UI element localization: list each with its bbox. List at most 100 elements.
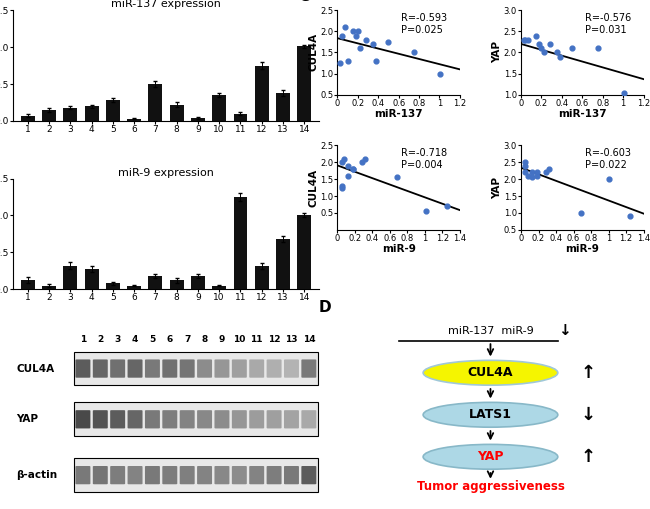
Ellipse shape [423, 360, 558, 385]
FancyBboxPatch shape [127, 466, 142, 484]
Bar [74, 403, 318, 436]
Bar [276, 239, 290, 289]
FancyBboxPatch shape [145, 466, 160, 484]
FancyBboxPatch shape [162, 466, 177, 484]
FancyBboxPatch shape [266, 410, 281, 429]
FancyBboxPatch shape [232, 466, 247, 484]
FancyBboxPatch shape [75, 466, 90, 484]
Bar [233, 197, 248, 289]
Bar [42, 110, 56, 121]
Bar [213, 95, 226, 121]
Text: 9: 9 [219, 335, 225, 344]
FancyBboxPatch shape [127, 410, 142, 429]
Point [604, 175, 615, 183]
Point [540, 168, 551, 177]
Point [532, 168, 542, 177]
FancyBboxPatch shape [179, 410, 194, 429]
Point [519, 36, 529, 44]
Text: D: D [319, 300, 332, 315]
Point [371, 57, 382, 65]
Bar [74, 352, 318, 385]
Bar [21, 116, 35, 121]
Text: β-actin: β-actin [16, 470, 57, 480]
FancyBboxPatch shape [214, 410, 229, 429]
Text: 11: 11 [250, 335, 263, 344]
FancyBboxPatch shape [145, 359, 160, 378]
Point [409, 48, 419, 56]
Point [526, 168, 537, 177]
Text: 6: 6 [166, 335, 173, 344]
Text: R=-0.593: R=-0.593 [401, 13, 447, 23]
X-axis label: miR-137: miR-137 [558, 109, 606, 119]
Text: P=0.031: P=0.031 [585, 24, 627, 35]
FancyBboxPatch shape [214, 359, 229, 378]
Text: 2: 2 [97, 335, 103, 344]
Text: Tumor aggressiveness: Tumor aggressiveness [417, 480, 564, 493]
Point [343, 57, 353, 65]
Point [538, 48, 549, 56]
Point [357, 158, 367, 166]
FancyBboxPatch shape [214, 466, 229, 484]
Bar [213, 286, 226, 289]
Point [337, 182, 347, 190]
FancyBboxPatch shape [232, 410, 247, 429]
Bar [106, 100, 120, 121]
Title: miR-137 expression: miR-137 expression [111, 0, 221, 9]
FancyBboxPatch shape [145, 410, 160, 429]
Bar [64, 107, 77, 121]
Point [575, 209, 586, 217]
Bar [21, 280, 35, 289]
FancyBboxPatch shape [111, 359, 125, 378]
Text: YAP: YAP [16, 414, 38, 425]
FancyBboxPatch shape [302, 359, 317, 378]
Bar [191, 118, 205, 121]
Point [348, 165, 358, 173]
X-axis label: miR-9: miR-9 [566, 244, 599, 254]
FancyBboxPatch shape [179, 359, 194, 378]
Bar [170, 105, 183, 121]
FancyBboxPatch shape [302, 410, 317, 429]
FancyBboxPatch shape [284, 410, 299, 429]
Bar [84, 106, 99, 121]
Text: LATS1: LATS1 [469, 408, 512, 421]
Text: 7: 7 [184, 335, 190, 344]
Bar [127, 119, 141, 121]
Point [421, 207, 431, 215]
Point [336, 32, 346, 40]
Text: R=-0.718: R=-0.718 [401, 148, 447, 158]
Point [337, 158, 347, 166]
Point [523, 172, 533, 180]
Bar [127, 286, 141, 289]
FancyBboxPatch shape [249, 410, 264, 429]
Point [545, 40, 555, 48]
Text: ↑: ↑ [581, 448, 596, 466]
Bar [148, 84, 162, 121]
FancyBboxPatch shape [111, 410, 125, 429]
Point [520, 158, 530, 166]
Y-axis label: CUL4A: CUL4A [309, 34, 318, 71]
Point [343, 161, 353, 169]
Point [343, 172, 353, 180]
X-axis label: miR-9: miR-9 [382, 244, 415, 254]
FancyBboxPatch shape [266, 359, 281, 378]
Y-axis label: YAP: YAP [492, 41, 502, 64]
Text: YAP: YAP [477, 450, 504, 463]
Text: miR-137  miR-9: miR-137 miR-9 [448, 326, 534, 336]
Text: ↓: ↓ [558, 323, 570, 338]
FancyBboxPatch shape [197, 466, 212, 484]
FancyBboxPatch shape [197, 359, 212, 378]
FancyBboxPatch shape [162, 359, 177, 378]
Text: P=0.004: P=0.004 [401, 160, 443, 169]
Title: miR-9 expression: miR-9 expression [118, 168, 214, 178]
Point [520, 168, 530, 177]
Point [360, 155, 370, 163]
FancyBboxPatch shape [179, 466, 194, 484]
Bar [74, 458, 318, 492]
FancyBboxPatch shape [127, 359, 142, 378]
Point [531, 32, 541, 40]
Point [353, 27, 363, 35]
Text: 3: 3 [114, 335, 121, 344]
Text: R=-0.576: R=-0.576 [585, 13, 631, 23]
Ellipse shape [423, 403, 558, 427]
Point [339, 155, 350, 163]
